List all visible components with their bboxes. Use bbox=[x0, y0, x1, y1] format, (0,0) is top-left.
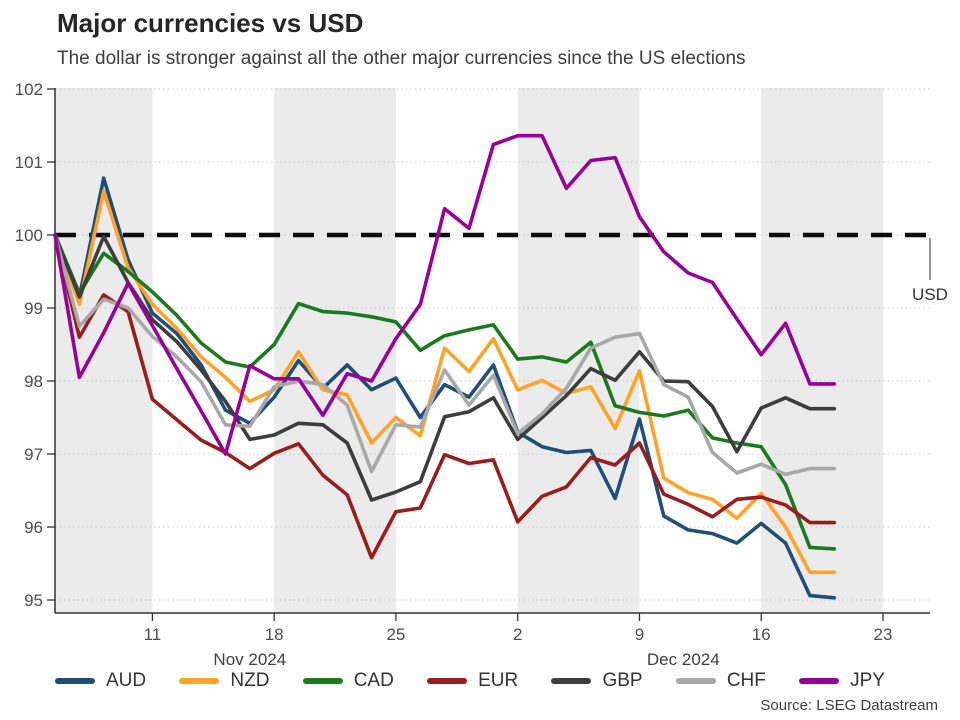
nzd-color-swatch bbox=[179, 678, 220, 684]
currency-index-line-chart: 95 96 97 98 99 100 101 102 11 18 25 2 9 16 23 Nov 2024 D… bbox=[15, 80, 948, 666]
legend-label-jpy: JPY bbox=[850, 670, 885, 691]
legend-label-gbp: GBP bbox=[602, 670, 643, 691]
week-shading-band bbox=[55, 88, 153, 613]
x-tick-label: 2 bbox=[513, 625, 522, 644]
series-line-nzd bbox=[53, 189, 837, 575]
series-line-gbp bbox=[53, 233, 837, 502]
usd-annotation-label: USD bbox=[912, 285, 948, 304]
week-shading-band bbox=[274, 88, 396, 613]
legend-item-nzd: NZD bbox=[179, 670, 269, 692]
month-label: Dec 2024 bbox=[647, 650, 720, 666]
x-tick-label: 16 bbox=[752, 625, 771, 644]
x-tick-label: 11 bbox=[144, 625, 162, 644]
jpy-color-swatch bbox=[799, 678, 840, 684]
series-line-aud bbox=[53, 176, 837, 600]
x-tick-label: 23 bbox=[874, 625, 893, 644]
legend-item-aud: AUD bbox=[55, 670, 146, 692]
legend-item-jpy: JPY bbox=[799, 670, 885, 692]
legend-item-cad: CAD bbox=[302, 670, 394, 692]
gbp-color-swatch bbox=[551, 678, 592, 684]
y-tick-label: 95 bbox=[24, 591, 43, 610]
y-tick-label: 99 bbox=[24, 299, 43, 318]
chart-title: Major currencies vs USD bbox=[57, 8, 364, 38]
legend-item-gbp: GBP bbox=[551, 670, 643, 692]
y-tick-label: 96 bbox=[24, 518, 43, 537]
series-line-eur bbox=[53, 233, 837, 560]
chf-color-swatch bbox=[675, 678, 716, 684]
legend-label-nzd: NZD bbox=[230, 670, 270, 691]
eur-color-swatch bbox=[427, 678, 468, 684]
chart-subtitle: The dollar is stronger against all the o… bbox=[57, 48, 746, 69]
x-tick-label: 9 bbox=[635, 625, 644, 644]
aud-color-swatch bbox=[55, 678, 95, 684]
legend-item-chf: CHF bbox=[675, 670, 766, 692]
source-note: Source: LSEG Datastream bbox=[760, 697, 938, 714]
legend-label-cad: CAD bbox=[353, 670, 394, 691]
x-tick-label: 18 bbox=[265, 625, 284, 644]
y-tick-label: 98 bbox=[24, 372, 43, 391]
legend-label-chf: CHF bbox=[726, 670, 766, 691]
legend-label-aud: AUD bbox=[106, 670, 147, 691]
y-tick-label: 97 bbox=[24, 445, 43, 464]
y-tick-label: 100 bbox=[15, 226, 43, 245]
x-tick-label: 25 bbox=[386, 625, 405, 644]
y-tick-label: 102 bbox=[15, 80, 43, 99]
month-label: Nov 2024 bbox=[213, 650, 286, 666]
cad-color-swatch bbox=[302, 678, 343, 684]
y-tick-label: 101 bbox=[15, 153, 43, 172]
legend-item-eur: EUR bbox=[427, 670, 518, 692]
legend-label-eur: EUR bbox=[478, 670, 519, 691]
chart-legend: AUD NZD CAD EUR GBP CHF JPY bbox=[55, 668, 885, 694]
series-line-jpy bbox=[53, 133, 837, 456]
series-line-chf bbox=[53, 233, 837, 477]
series-line-cad bbox=[53, 233, 837, 551]
week-shading-band bbox=[761, 88, 883, 613]
